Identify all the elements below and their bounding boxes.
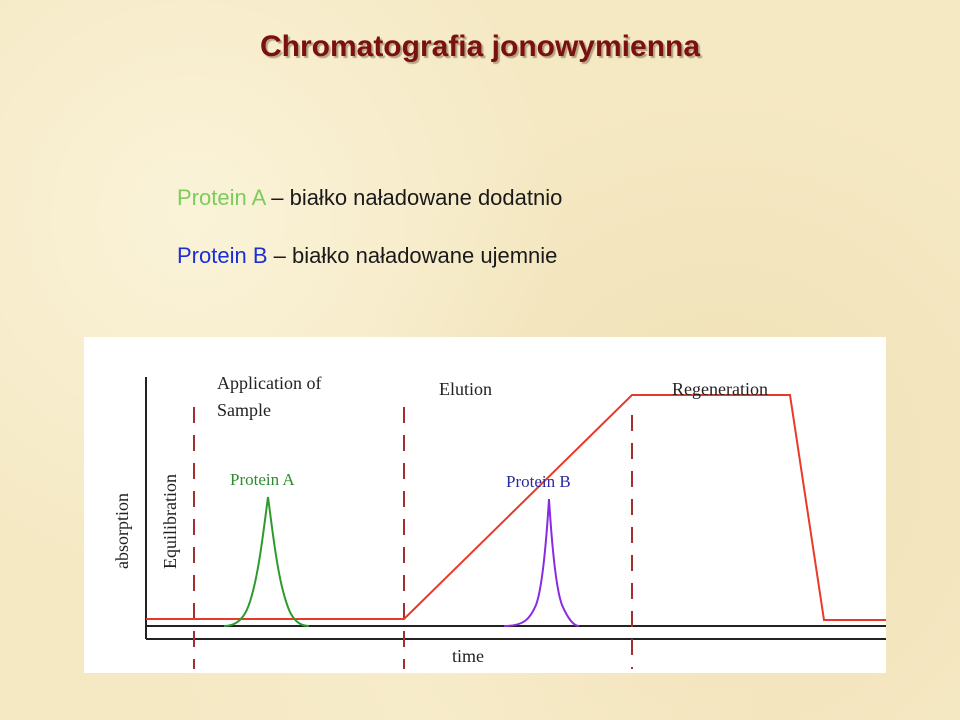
- y-axis-label: absorption: [112, 493, 132, 569]
- chromatogram-svg: Application of Sample Elution Regenerati…: [112, 373, 886, 669]
- protein-a-peak: [223, 496, 310, 627]
- label-regeneration: Regeneration: [672, 379, 768, 399]
- legend-separator: –: [271, 185, 284, 210]
- protein-a-name: Protein A: [177, 185, 266, 210]
- protein-b-name: Protein B: [177, 243, 268, 268]
- protein-b-peak: [503, 498, 580, 627]
- chromatogram-diagram: Application of Sample Elution Regenerati…: [84, 337, 886, 673]
- gradient-trace: [146, 394, 886, 621]
- label-equilibration: Equilibration: [160, 474, 180, 569]
- x-axis-label: time: [452, 646, 484, 666]
- protein-b-description: białko naładowane ujemnie: [292, 243, 558, 268]
- label-application-line1: Application of: [217, 373, 321, 393]
- protein-b-peak-label: Protein B: [506, 472, 571, 491]
- protein-a-description: białko naładowane dodatnio: [289, 185, 563, 210]
- label-elution: Elution: [439, 379, 492, 399]
- legend-separator: –: [273, 243, 286, 268]
- protein-a-peak-label: Protein A: [230, 470, 295, 489]
- page-title: Chromatografia jonowymienna: [259, 30, 701, 63]
- legend-item-protein-a: Protein A – białko naładowane dodatnio: [177, 185, 562, 211]
- label-application-line2: Sample: [217, 400, 271, 420]
- legend-item-protein-b: Protein B – białko naładowane ujemnie: [177, 243, 557, 269]
